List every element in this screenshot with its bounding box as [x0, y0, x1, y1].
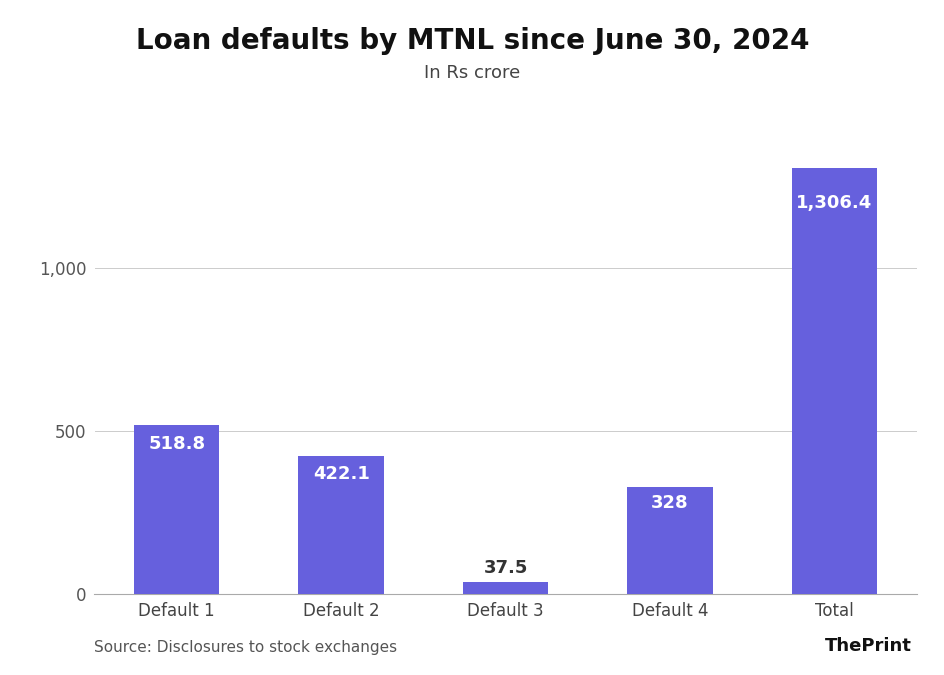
Text: Loan defaults by MTNL since June 30, 2024: Loan defaults by MTNL since June 30, 202…	[136, 27, 808, 55]
Text: 37.5: 37.5	[483, 559, 527, 577]
Text: ThePrint: ThePrint	[824, 637, 911, 655]
Bar	[463, 582, 548, 594]
Text: Source: Disclosures to stock exchanges: Source: Disclosures to stock exchanges	[94, 640, 397, 655]
Text: 518.8: 518.8	[148, 435, 205, 453]
Text: 1,306.4: 1,306.4	[796, 194, 871, 212]
Bar	[134, 425, 219, 594]
Bar	[791, 168, 876, 594]
Text: 328: 328	[650, 493, 688, 512]
Text: In Rs crore: In Rs crore	[424, 64, 520, 82]
Text: 422.1: 422.1	[312, 464, 369, 483]
Bar	[627, 487, 712, 594]
Bar	[298, 456, 383, 594]
